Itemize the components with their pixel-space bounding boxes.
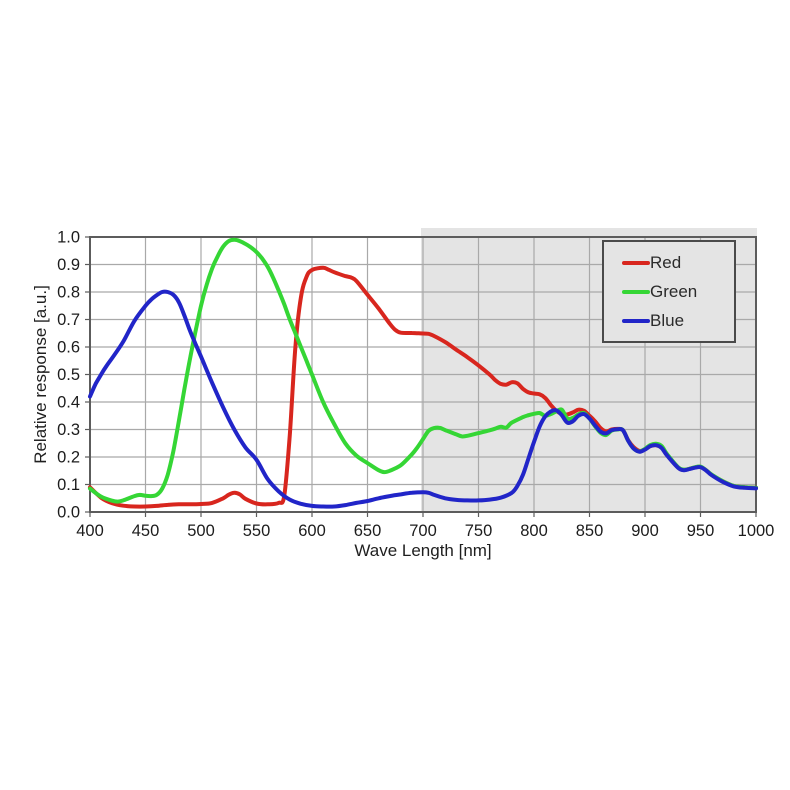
y-tick-label: 0.9	[57, 256, 80, 274]
y-tick-label: 0.0	[57, 504, 80, 522]
y-tick-label: 0.7	[57, 311, 80, 329]
blue-line-swatch-icon	[622, 318, 650, 323]
y-tick-label: 0.6	[57, 339, 80, 357]
plot-frame	[89, 236, 757, 513]
blue-curve	[88, 289, 758, 509]
red-line-swatch-icon	[622, 260, 650, 265]
legend-label-blue: Blue	[650, 311, 685, 330]
x-tick-label: 950	[687, 522, 715, 540]
legend-item-green: Green	[622, 283, 734, 300]
x-tick-label: 1000	[738, 522, 775, 540]
green-line-swatch-icon	[622, 289, 650, 294]
y-tick-label: 0.4	[57, 394, 80, 412]
x-tick-label: 800	[520, 522, 548, 540]
x-tick-label: 750	[465, 522, 493, 540]
x-tick-label: 600	[298, 522, 326, 540]
x-tick-label: 850	[576, 522, 604, 540]
legend-item-red: Red	[622, 254, 734, 271]
x-tick-label: 900	[631, 522, 659, 540]
legend-item-blue: Blue	[622, 312, 734, 329]
x-tick-label: 500	[187, 522, 215, 540]
x-tick-label: 650	[354, 522, 382, 540]
y-axis-title: Relative response [a.u.]	[31, 285, 50, 464]
y-tick-label: 0.2	[57, 449, 80, 467]
x-tick-label: 550	[243, 522, 271, 540]
y-tick-label: 0.5	[57, 366, 80, 384]
y-tick-label: 0.3	[57, 421, 80, 439]
y-tick-label: 0.1	[57, 476, 80, 494]
x-tick-label: 450	[132, 522, 160, 540]
y-tick-label: 1.0	[57, 229, 80, 247]
legend: Red Green Blue	[602, 240, 736, 343]
legend-label-red: Red	[650, 253, 682, 272]
x-tick-label: 400	[76, 522, 104, 540]
y-tick-label: 0.8	[57, 284, 80, 302]
x-tick-label: 700	[409, 522, 437, 540]
legend-label-green: Green	[650, 282, 698, 301]
x-axis-title: Wave Length [nm]	[354, 541, 491, 560]
